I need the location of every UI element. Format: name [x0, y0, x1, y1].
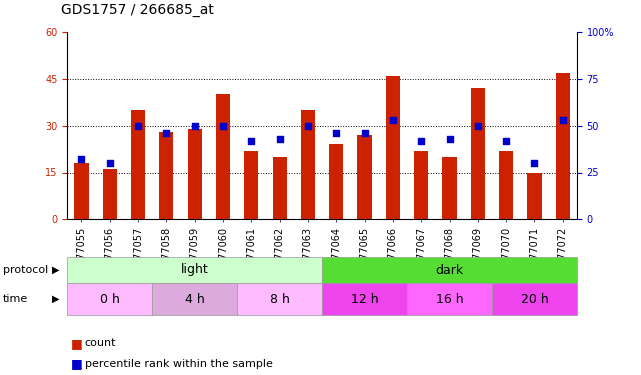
- Point: [444, 136, 454, 142]
- Bar: [322, 257, 577, 283]
- Bar: [301, 110, 315, 219]
- Bar: [414, 151, 428, 219]
- Bar: [153, 283, 237, 315]
- Text: percentile rank within the sample: percentile rank within the sample: [85, 359, 272, 369]
- Point: [246, 138, 256, 144]
- Bar: [386, 76, 400, 219]
- Point: [162, 130, 172, 136]
- Text: GDS1757 / 266685_at: GDS1757 / 266685_at: [61, 3, 213, 17]
- Bar: [329, 144, 344, 219]
- Text: dark: dark: [435, 264, 463, 276]
- Text: 8 h: 8 h: [270, 292, 290, 306]
- Text: 16 h: 16 h: [436, 292, 463, 306]
- Text: time: time: [3, 294, 28, 304]
- Bar: [131, 110, 145, 219]
- Text: ▶: ▶: [52, 265, 60, 275]
- Text: 4 h: 4 h: [185, 292, 204, 306]
- Point: [501, 138, 512, 144]
- Text: ■: ■: [71, 337, 82, 350]
- Bar: [67, 257, 322, 283]
- Bar: [188, 129, 202, 219]
- Point: [529, 160, 540, 166]
- Text: 12 h: 12 h: [351, 292, 378, 306]
- Point: [558, 117, 568, 123]
- Point: [133, 123, 143, 129]
- Bar: [528, 172, 542, 219]
- Bar: [67, 283, 153, 315]
- Bar: [272, 157, 287, 219]
- Point: [76, 156, 87, 162]
- Text: 0 h: 0 h: [100, 292, 120, 306]
- Bar: [556, 72, 570, 219]
- Bar: [407, 283, 492, 315]
- Bar: [322, 283, 407, 315]
- Bar: [470, 88, 485, 219]
- Bar: [237, 283, 322, 315]
- Point: [274, 136, 285, 142]
- Bar: [442, 157, 456, 219]
- Bar: [74, 163, 88, 219]
- Text: light: light: [181, 264, 208, 276]
- Bar: [499, 151, 513, 219]
- Text: 20 h: 20 h: [520, 292, 548, 306]
- Text: ■: ■: [71, 357, 82, 370]
- Bar: [358, 135, 372, 219]
- Bar: [216, 94, 230, 219]
- Point: [190, 123, 200, 129]
- Bar: [492, 283, 577, 315]
- Point: [388, 117, 398, 123]
- Bar: [103, 170, 117, 219]
- Point: [360, 130, 370, 136]
- Point: [303, 123, 313, 129]
- Text: count: count: [85, 338, 116, 348]
- Text: ▶: ▶: [52, 294, 60, 304]
- Point: [104, 160, 115, 166]
- Point: [218, 123, 228, 129]
- Bar: [244, 151, 258, 219]
- Text: protocol: protocol: [3, 265, 49, 275]
- Point: [472, 123, 483, 129]
- Point: [416, 138, 426, 144]
- Bar: [160, 132, 174, 219]
- Point: [331, 130, 342, 136]
